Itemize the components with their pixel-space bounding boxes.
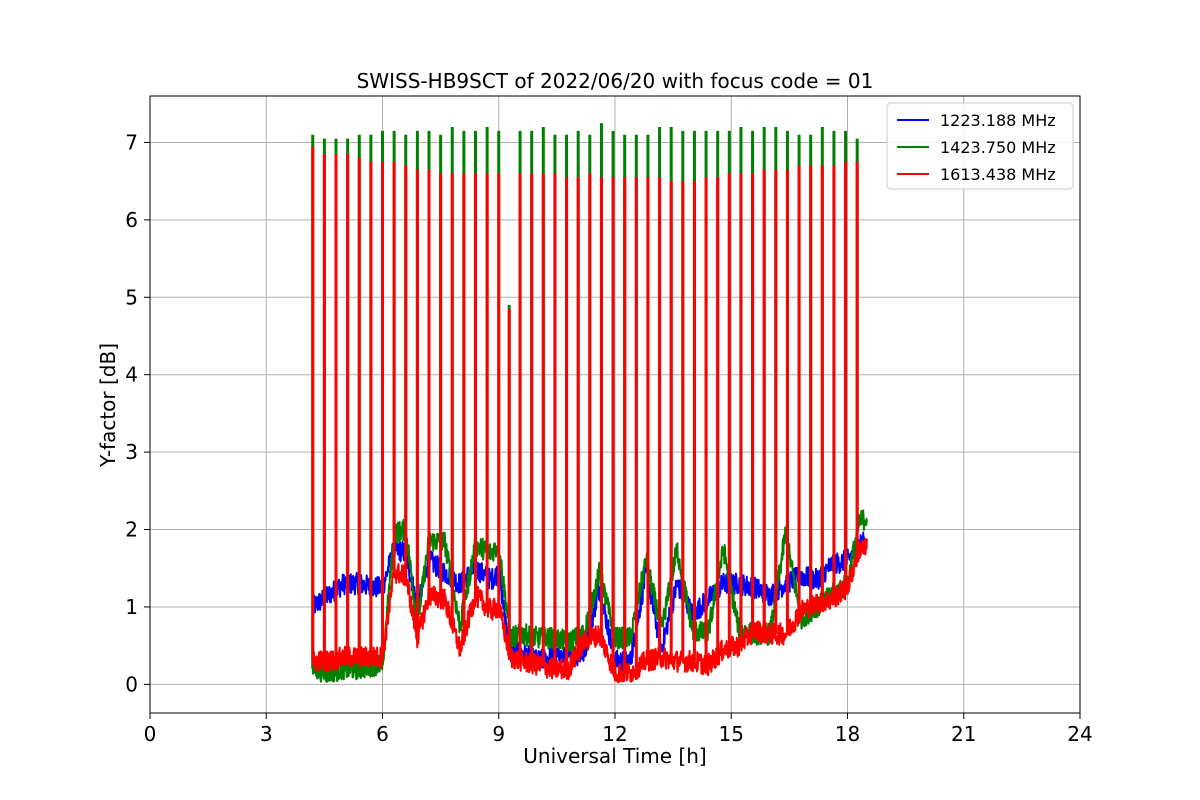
legend-box (886, 102, 1074, 190)
x-tick-label: 24 (1067, 722, 1092, 746)
x-tick-label: 6 (376, 722, 389, 746)
y-tick-label: 1 (125, 595, 138, 619)
series-group (311, 123, 868, 684)
y-tick-label: 5 (125, 285, 138, 309)
x-tick-label: 15 (719, 722, 744, 746)
legend-entry: 1613.438 MHz (940, 165, 1056, 184)
plot-area (311, 123, 868, 684)
y-tick-label: 0 (125, 672, 138, 696)
legend-entry: 1223.188 MHz (940, 111, 1056, 130)
legend: 1223.188 MHz 1423.750 MHz 1613.438 MHz (886, 102, 1074, 190)
x-tick-label: 3 (260, 722, 273, 746)
y-tick-label: 4 (125, 363, 138, 387)
x-axis-label: Universal Time [h] (523, 744, 706, 768)
x-tick-label: 18 (835, 722, 860, 746)
x-tick-label: 21 (951, 722, 976, 746)
y-tick-label: 7 (125, 130, 138, 154)
y-tick-label: 6 (125, 208, 138, 232)
x-tick-label: 0 (144, 722, 157, 746)
x-tick-label: 12 (602, 722, 627, 746)
x-tick-label: 9 (492, 722, 505, 746)
y-tick-label: 3 (125, 440, 138, 464)
y-tick-label: 2 (125, 518, 138, 542)
legend-entry: 1423.750 MHz (940, 138, 1056, 157)
chart-title: SWISS-HB9SCT of 2022/06/20 with focus co… (357, 69, 874, 93)
y-axis-label: Y-factor [dB] (96, 343, 120, 468)
